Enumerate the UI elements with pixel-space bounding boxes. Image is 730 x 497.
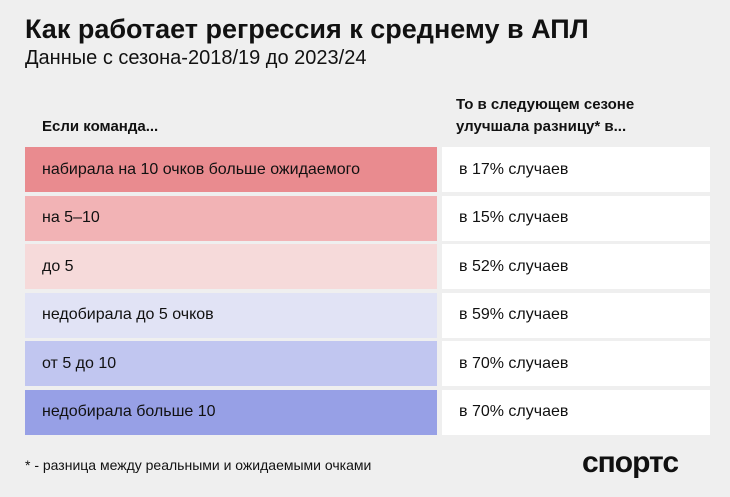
header-line: улучшала разницу* в...	[456, 118, 627, 135]
condition-cell: набирала на 10 очков больше ожидаемого	[25, 147, 437, 192]
result-cell: в 15% случаев	[442, 195, 710, 241]
condition-cell: до 5	[25, 244, 437, 289]
condition-cell: от 5 до 10	[25, 341, 437, 386]
condition-cell: недобирала до 5 очков	[25, 292, 437, 338]
logo: спортс	[582, 446, 679, 479]
title: Как работает регрессия к среднему в АПЛ	[25, 14, 589, 44]
footnote: * - разница между реальными и ожидаемыми…	[25, 457, 372, 473]
result-cell: в 70% случаев	[442, 389, 710, 435]
result-cell: в 52% случаев	[442, 244, 710, 289]
condition-cell: недобирала больше 10	[25, 389, 437, 435]
result-cell: в 17% случаев	[442, 147, 710, 192]
result-cell: в 59% случаев	[442, 292, 710, 338]
column-header: То в следующем сезоне улучшала разницу* …	[456, 94, 634, 138]
result-cell: в 70% случаев	[442, 341, 710, 386]
column-header: Если команда...	[42, 118, 159, 135]
header-line: То в следующем сезоне	[456, 96, 635, 113]
condition-cell: на 5–10	[25, 195, 437, 241]
subtitle: Данные с сезона-2018/19 до 2023/24	[25, 47, 367, 69]
